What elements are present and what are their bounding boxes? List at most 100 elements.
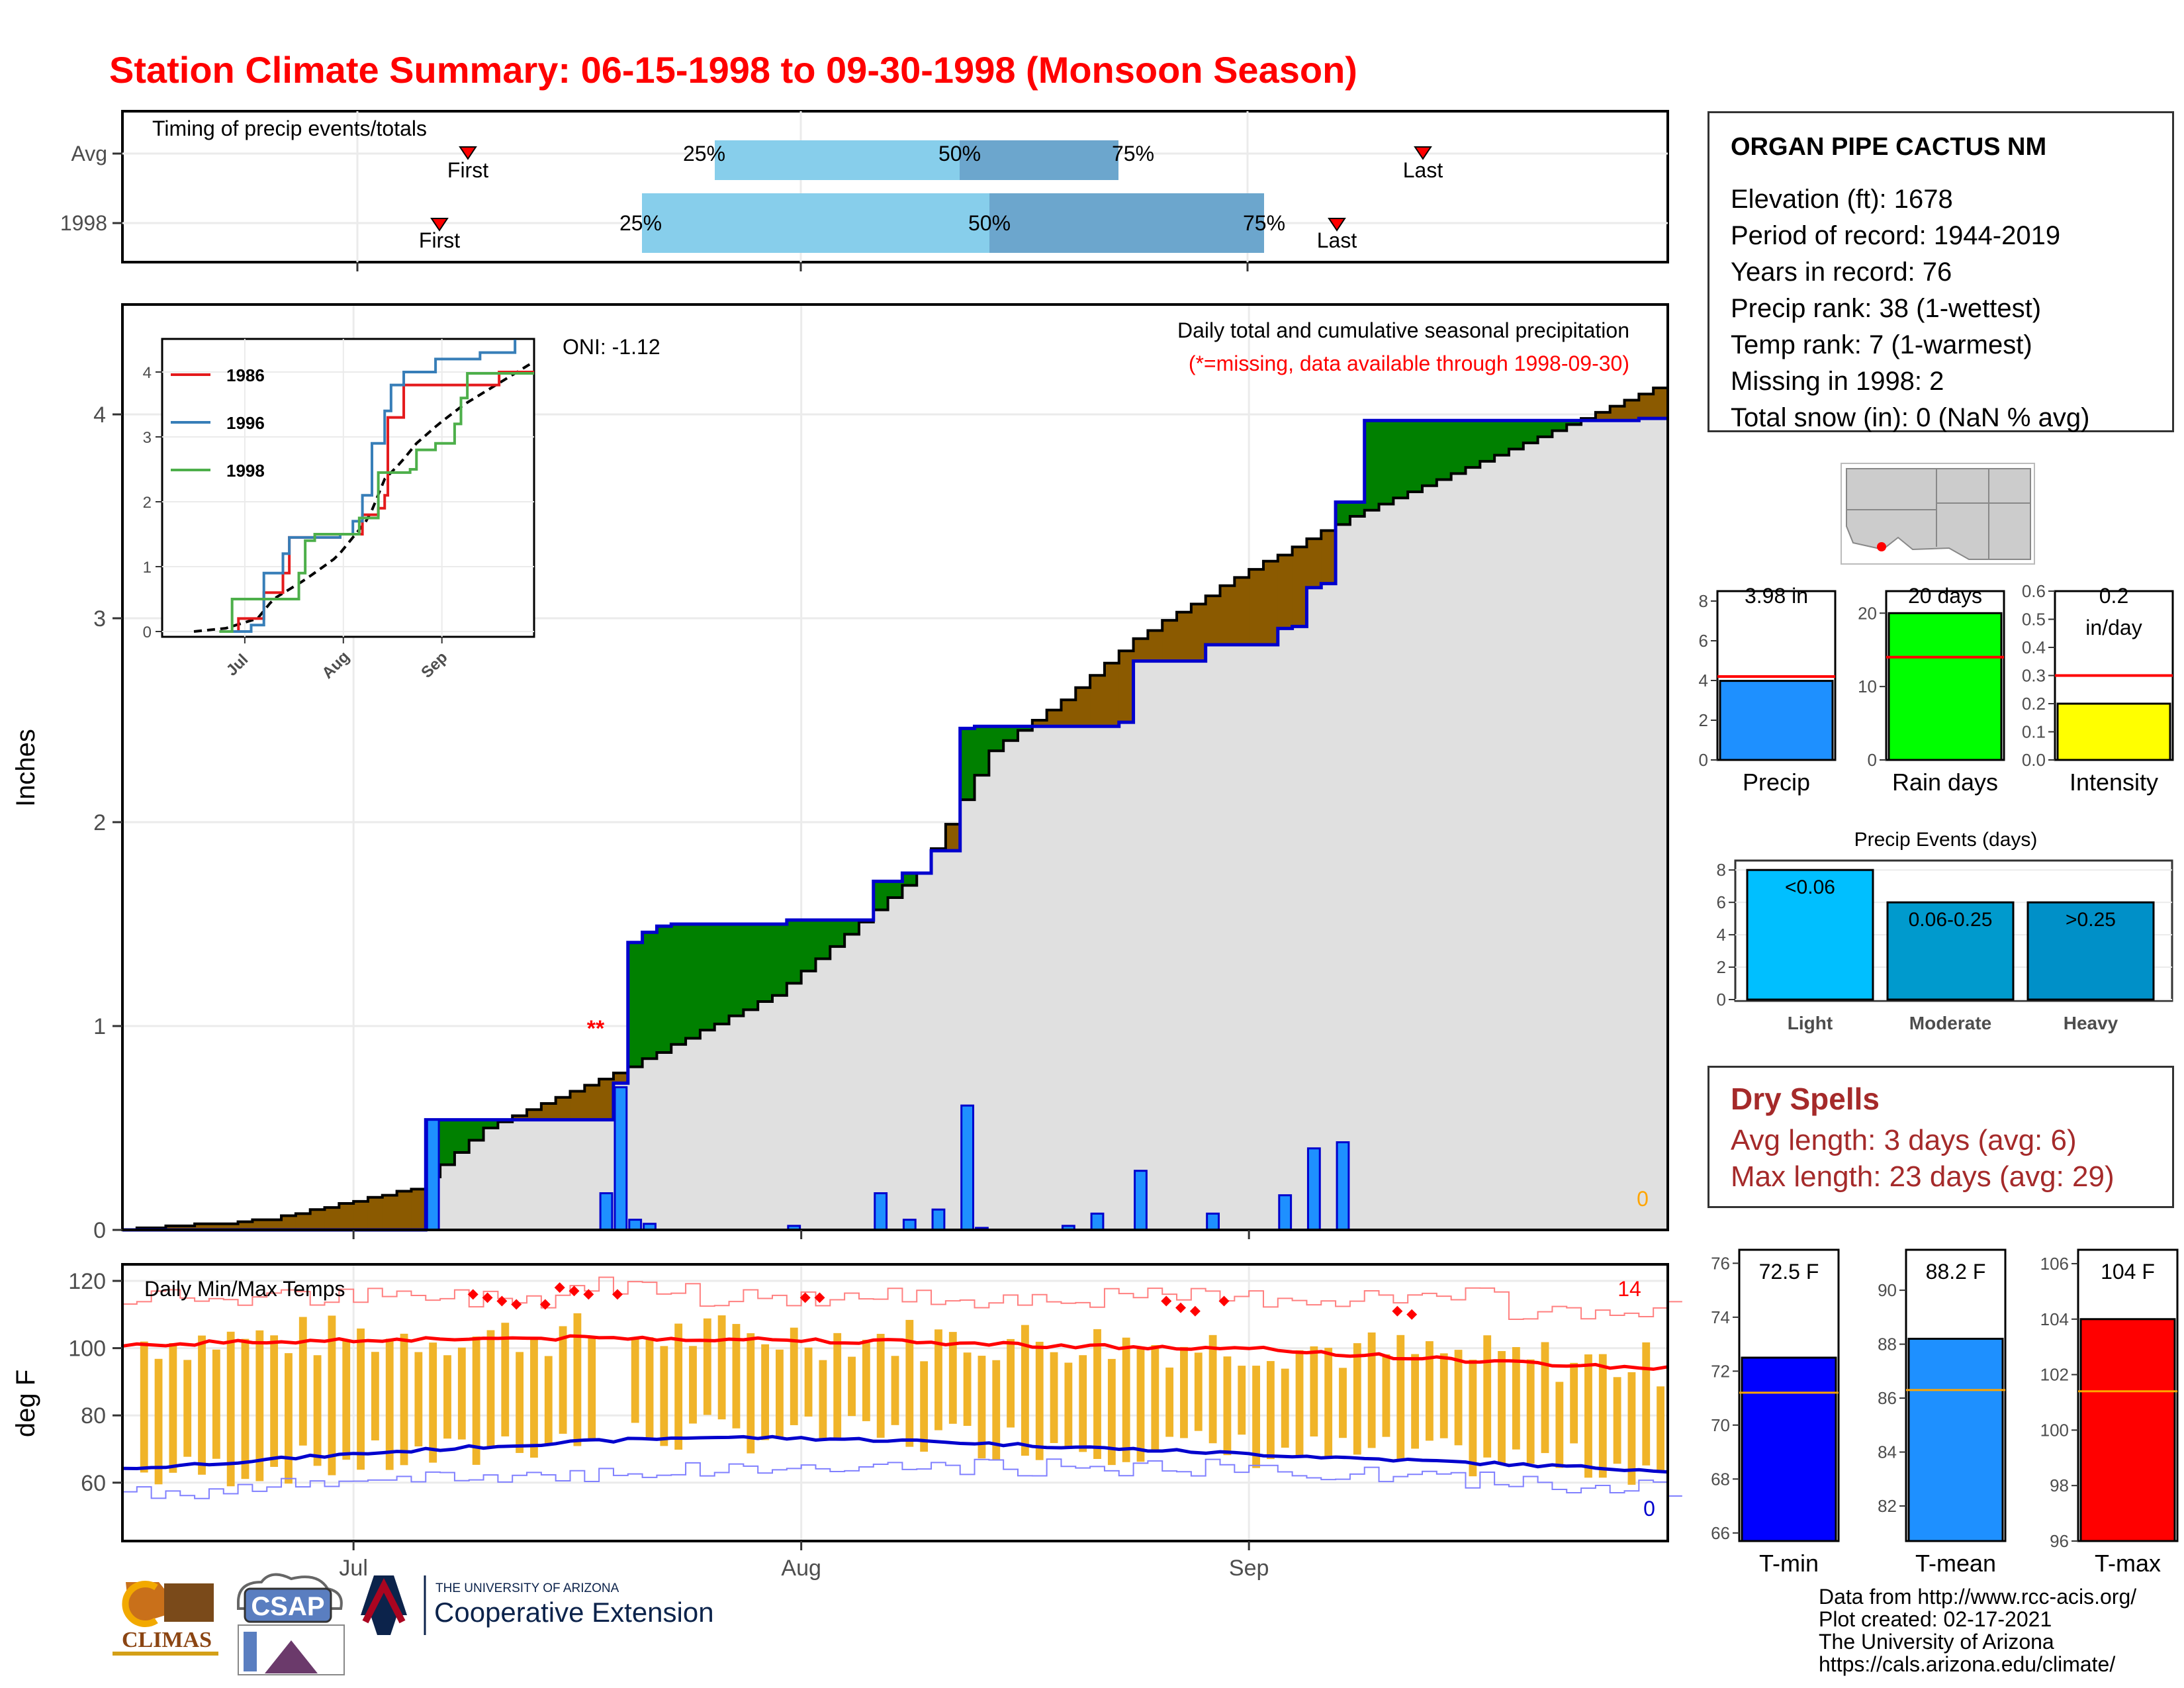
daily-temp-bar: [1353, 1343, 1361, 1455]
temp-bar-t-mean: 82 84 86 88 90 88.2 F T-mean: [1878, 1248, 2007, 1577]
mini-bar-ytick-label: 0.1: [2022, 722, 2046, 742]
mini-bar-value-label: 0.2: [2099, 584, 2128, 608]
inset-ytick-label: 4: [143, 364, 152, 382]
daily-temp-bar: [1151, 1345, 1160, 1450]
daily-temp-bar: [183, 1360, 192, 1457]
mini-bar-ytick-label: 10: [1858, 677, 1877, 696]
events-bar-range-label: <0.06: [1785, 876, 1835, 898]
deficit-fill: [584, 1085, 600, 1120]
precip-ylabel: Inches: [11, 729, 40, 807]
temp-xtick-label: Sep: [1229, 1556, 1269, 1581]
daily-temp-bar: [486, 1330, 495, 1448]
station-missing: Missing in 1998: 2: [1731, 367, 1944, 396]
temp-bar-ytick-label: 104: [2040, 1309, 2069, 1329]
surplus-fill: [772, 924, 788, 996]
daily-temp-bar: [631, 1337, 639, 1423]
inset-1998-line: [219, 371, 534, 633]
temp-bar-value: [1741, 1356, 1837, 1542]
mini-bar-value-label2: in/day: [2085, 616, 2142, 639]
daily-temp-bar: [328, 1315, 336, 1476]
daily-temp-bar: [255, 1330, 264, 1481]
daily-temp-bar: [1642, 1342, 1651, 1466]
daily-precip-bar: [874, 1192, 888, 1231]
temp-ytick-label: 60: [81, 1471, 106, 1496]
daily-temp-bar: [891, 1356, 899, 1425]
surplus-fill: [1436, 420, 1452, 480]
deficit-fill: [1032, 720, 1048, 727]
temp-bar-ytick-label: 68: [1711, 1469, 1730, 1489]
daily-temp-bar: [747, 1333, 755, 1454]
surplus-fill: [1364, 420, 1380, 510]
temp-frame: [121, 1263, 1669, 1542]
daily-precip-bar: [1134, 1170, 1148, 1231]
mini-bar-ytick-label: 0: [1699, 750, 1708, 770]
deficit-fill: [208, 1223, 224, 1230]
temp-bar-label: T-min: [1759, 1550, 1819, 1577]
inset-normal-line: [193, 362, 532, 633]
daily-temp-bar: [833, 1333, 842, 1438]
deficit-fill: [1205, 596, 1221, 645]
mini-bar-ytick-label: 6: [1699, 631, 1708, 651]
daily-temp-bar: [1584, 1354, 1592, 1478]
1998-q50-q75-bar: [989, 193, 1264, 253]
temperature-panel: Daily Min/Max Temps 14 0 deg F 60 80 100 12…: [11, 1263, 1682, 1581]
surplus-fill: [830, 919, 845, 947]
surplus-fill: [469, 1119, 484, 1141]
daily-temp-bar: [804, 1347, 813, 1417]
ua-small-text: THE UNIVERSITY OF ARIZONA: [435, 1581, 619, 1595]
surplus-fill: [1379, 420, 1394, 504]
daily-temp-bar: [1208, 1335, 1217, 1444]
surplus-fill: [686, 924, 701, 1039]
surplus-fill: [671, 924, 686, 1045]
daily-temp-bar: [1180, 1346, 1188, 1438]
surplus-fill: [627, 942, 643, 1067]
deficit-fill: [1118, 651, 1134, 723]
inset-ytick-label: 0: [143, 624, 152, 641]
surplus-fill: [1336, 502, 1351, 525]
daily-temp-bar: [1266, 1361, 1275, 1460]
record-high-diamond: [1406, 1309, 1418, 1320]
temp-count-low: 0: [1643, 1497, 1655, 1521]
events-bar-moderate: [1886, 901, 2015, 1001]
surplus-fill: [1567, 420, 1582, 425]
deficit-fill: [1133, 638, 1148, 661]
daily-temp-bar: [1426, 1341, 1433, 1441]
daily-temp-bar: [285, 1353, 293, 1484]
daily-precip-bar: [1090, 1212, 1105, 1231]
mini-bar-label: Precip: [1743, 769, 1810, 796]
1998-last-marker: [1328, 218, 1346, 232]
deficit-fill: [1277, 555, 1293, 629]
daily-temp-bar: [920, 1361, 929, 1452]
precip-zero-label: 0: [1637, 1187, 1649, 1211]
daily-temp-bar: [501, 1323, 510, 1436]
surplus-fill: [873, 881, 889, 910]
dry-spells-max: Max length: 23 days (avg: 29): [1731, 1160, 2115, 1193]
dry-spells-avg: Avg length: 3 days (avg: 6): [1731, 1124, 2077, 1156]
surplus-fill: [786, 919, 802, 984]
daily-temp-bar: [1439, 1353, 1448, 1438]
events-bar-label: Moderate: [1909, 1013, 1991, 1033]
surplus-fill: [1508, 420, 1524, 449]
deficit-fill: [570, 1091, 585, 1120]
deficit-fill: [1162, 620, 1177, 661]
deficit-fill: [599, 1079, 614, 1120]
daily-temp-bar: [1555, 1382, 1564, 1468]
daily-temp-bar: [241, 1338, 250, 1479]
record-max-line: [122, 1276, 1682, 1321]
daily-temp-bar: [371, 1352, 379, 1440]
record-high-diamond: [814, 1292, 825, 1303]
deficit-fill: [555, 1097, 571, 1120]
daily-temp-bar: [905, 1319, 914, 1447]
dry-spells-title: Dry Spells: [1731, 1082, 1880, 1116]
1998-q75-label: 75%: [1243, 211, 1285, 235]
temp-bar-ytick-label: 84: [1878, 1442, 1897, 1462]
daily-temp-bar: [226, 1331, 235, 1487]
surplus-fill: [1003, 726, 1019, 741]
surplus-fill: [1451, 420, 1467, 474]
mini-bar-rain-days: 0 10 20 20 days Rain days: [1858, 584, 2005, 796]
deficit-fill: [512, 1115, 527, 1120]
daily-temp-bar: [1021, 1325, 1029, 1456]
avg-q50-label: 50%: [938, 142, 981, 165]
mini-bar-ytick-label: 0: [1868, 750, 1877, 770]
